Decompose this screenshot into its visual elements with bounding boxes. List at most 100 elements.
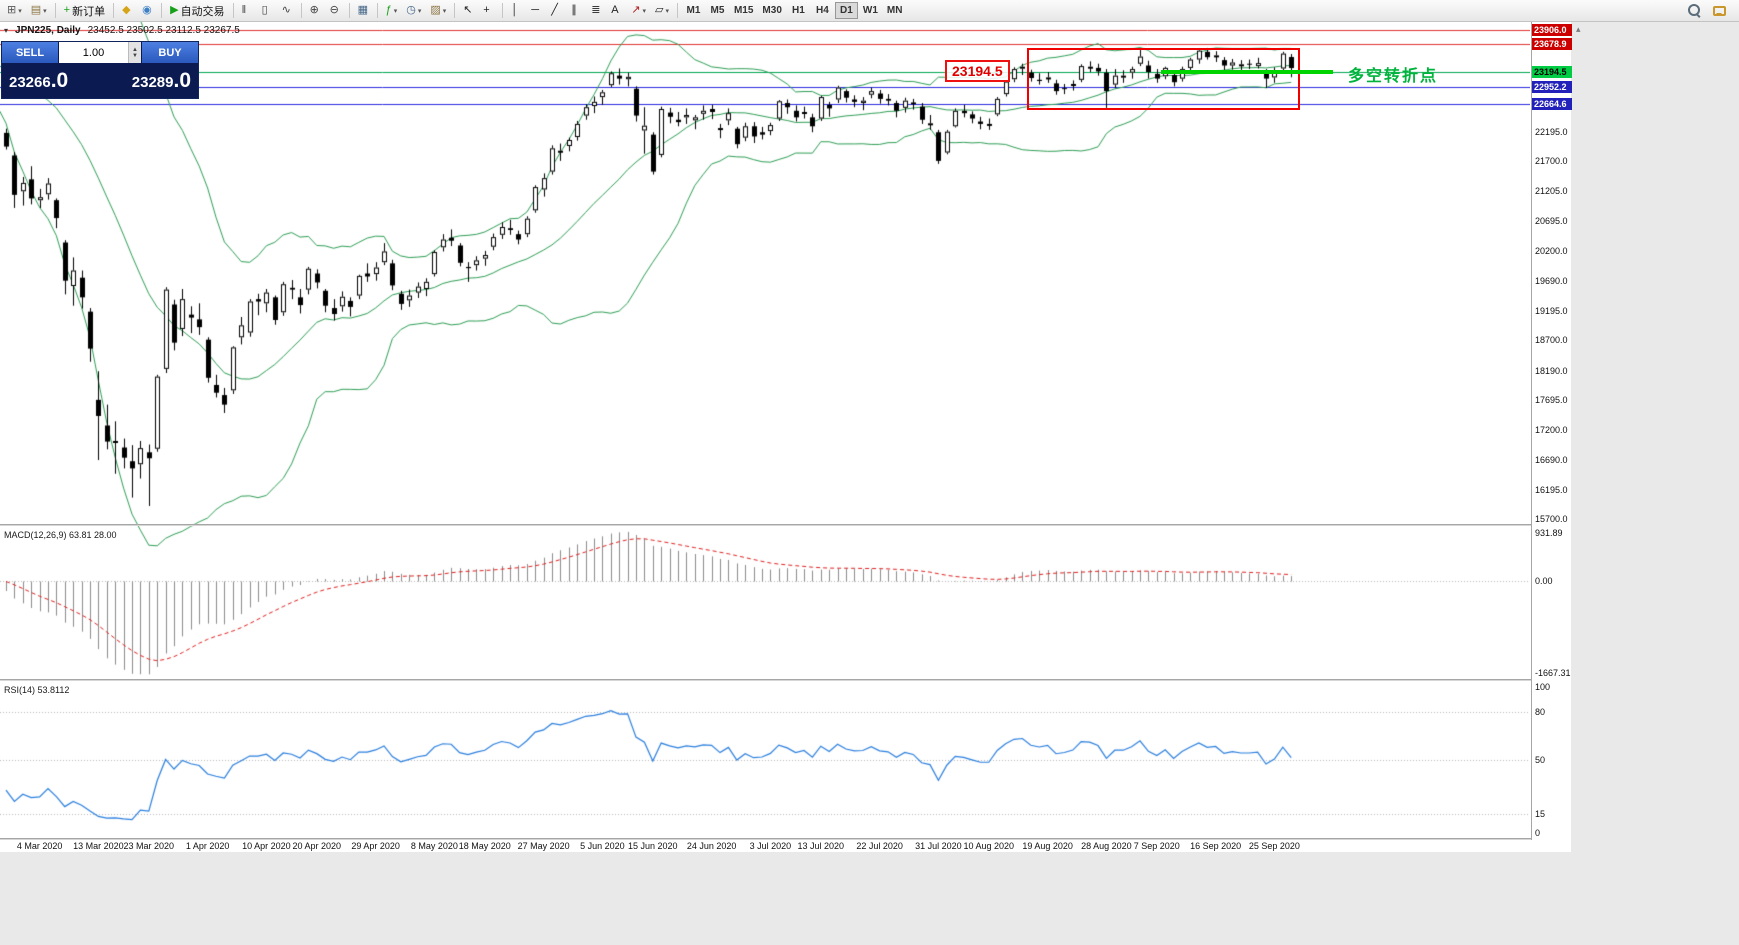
price-tag[interactable]: 22664.6 <box>1532 97 1572 110</box>
arrow-tools-icon-caret[interactable]: ▾ <box>642 7 646 15</box>
rsi-scale-max: 100 <box>1535 682 1551 692</box>
indicators-icon: ƒ <box>385 4 392 16</box>
periods-icon[interactable]: ◷ ▾ <box>402 1 425 20</box>
horizontal-line-icon[interactable]: ─ <box>527 1 546 20</box>
timeframe-m1-button[interactable]: M1 <box>682 2 705 19</box>
highlight-rectangle[interactable] <box>1026 47 1300 111</box>
line-chart-icon[interactable]: ∿ <box>278 1 297 20</box>
zoom-out-icon[interactable]: ⊖ <box>326 1 345 20</box>
bar-chart-icon[interactable]: ‖ <box>238 1 257 20</box>
vertical-line-icon[interactable]: │ <box>507 1 526 20</box>
date-axis-label: 7 Sep 2020 <box>1133 841 1180 851</box>
new-order-button[interactable]: + 新订单 <box>60 1 109 20</box>
zoom-in-icon[interactable]: ⊕ <box>306 1 325 20</box>
sell-button[interactable]: SELL <box>2 42 58 63</box>
lot-size-value[interactable]: 1.00 <box>82 46 105 59</box>
right-gutter <box>1572 22 1739 852</box>
price-axis-label: 20695.0 <box>1535 216 1568 227</box>
new-order-button: + <box>63 4 71 16</box>
cursor-icon[interactable]: ↖ <box>459 1 478 20</box>
autotrading-button[interactable]: ▶ 自动交易 <box>166 1 228 20</box>
toolbar-items: ⊞ ▾ ▤ ▾ + 新订单 ◆ ◉ ▶ 自动交易 ‖ ▯ ∿ ⊕ ⊖ ▦ ƒ ▾ ◷ ▾ ▨ ▾ ↖ + │ ─ ╱ ∥ ≣ A ↗ ▾ ▱ ▾ M… <box>3 0 906 21</box>
indicators-icon-caret[interactable]: ▾ <box>393 7 398 15</box>
crosshair-icon: + <box>483 4 490 16</box>
templates-icon[interactable]: ▨ ▾ <box>426 1 450 20</box>
price-axis-label: 21205.0 <box>1535 185 1568 196</box>
toolbar-separator <box>348 3 350 18</box>
toolbar-separator <box>232 3 234 18</box>
date-axis-label: 25 Sep 2020 <box>1248 841 1300 851</box>
timeframe-w1-button[interactable]: W1 <box>859 2 882 19</box>
lot-decrease-button[interactable]: ▼ <box>132 52 138 59</box>
date-axis-label: 13 Jul 2020 <box>797 841 845 851</box>
new-chart-icon-caret[interactable]: ▾ <box>18 7 22 15</box>
lot-spinner[interactable]: ▲ ▼ <box>128 42 141 63</box>
timeframe-m15-button[interactable]: M15 <box>730 2 757 19</box>
buy-price[interactable]: 23289 .0 <box>132 69 191 93</box>
panel-divider[interactable] <box>0 679 1571 681</box>
candlestick-chart-icon[interactable]: ▯ <box>258 1 277 20</box>
periods-icon: ◷ <box>406 4 416 16</box>
one-click-toggle-icon[interactable]: ▾ <box>4 26 9 35</box>
timeframe-m5-button[interactable]: M5 <box>706 2 729 19</box>
timeframe-d1-button[interactable]: D1 <box>834 2 858 19</box>
market-icon[interactable]: ◉ <box>138 1 157 20</box>
metaeditor-icon: ◆ <box>122 4 131 16</box>
lot-size-input[interactable]: 1.00 ▲ ▼ <box>58 42 142 63</box>
symbol-period-label: JPN225, Daily <box>15 25 81 36</box>
panel-divider[interactable] <box>0 838 1571 840</box>
sell-price-int: 23266 <box>9 73 51 91</box>
date-axis-label: 18 May 2020 <box>458 841 511 851</box>
panel-divider[interactable] <box>0 524 1571 526</box>
trendline-icon[interactable]: ╱ <box>547 1 566 20</box>
price-tag[interactable]: 23194.5 <box>1532 66 1572 79</box>
tile-windows-icon[interactable]: ▦ <box>354 1 373 20</box>
price-tag[interactable]: 23678.9 <box>1532 37 1572 50</box>
shapes-icon[interactable]: ▱ ▾ <box>651 1 673 20</box>
indicators-icon[interactable]: ƒ ▾ <box>382 1 402 20</box>
toolbar-separator <box>502 3 504 18</box>
channel-icon[interactable]: ∥ <box>567 1 586 20</box>
toolbar-separator <box>113 3 115 18</box>
chart-window: 22195.0 21700.0 21205.0 20695.0 20200.0 19690… <box>0 22 1572 852</box>
search-icon[interactable] <box>1688 4 1701 17</box>
macd-scale-zero: 0.00 <box>1535 575 1553 586</box>
new-chart-icon[interactable]: ⊞ ▾ <box>3 1 26 20</box>
toolbar-separator <box>376 3 378 18</box>
price-axis-label: 16195.0 <box>1535 484 1568 495</box>
timeframe-m30-button[interactable]: M30 <box>758 2 785 19</box>
sell-price-dec: .0 <box>50 68 69 92</box>
profiles-icon[interactable]: ▤ ▾ <box>27 1 51 20</box>
templates-icon-caret[interactable]: ▾ <box>442 7 447 15</box>
price-callout[interactable]: 23194.5 <box>945 60 1010 82</box>
periods-icon-caret[interactable]: ▾ <box>417 7 422 15</box>
metaeditor-icon[interactable]: ◆ <box>118 1 137 20</box>
profiles-icon: ▤ <box>30 4 42 16</box>
price-tag[interactable]: 22952.2 <box>1532 80 1572 93</box>
timeframe-h1-button[interactable]: H1 <box>787 2 810 19</box>
shapes-icon-caret[interactable]: ▾ <box>665 7 669 15</box>
price-axis-label: 18700.0 <box>1535 335 1568 346</box>
scroll-up-icon[interactable]: ▴ <box>1576 24 1581 34</box>
fibonacci-icon[interactable]: ≣ <box>587 1 606 20</box>
crosshair-icon[interactable]: + <box>479 1 498 20</box>
price-tag[interactable]: 23906.0 <box>1532 23 1572 36</box>
buy-button[interactable]: BUY <box>142 42 198 63</box>
price-axis-label: 21700.0 <box>1535 156 1568 167</box>
text-icon[interactable]: A <box>607 1 626 20</box>
date-axis[interactable]: 4 Mar 2020 13 Mar 2020 23 Mar 2020 1 Apr 20… <box>0 840 1571 852</box>
chat-icon[interactable] <box>1713 5 1726 16</box>
price-chart-canvas[interactable] <box>0 22 1530 840</box>
lot-increase-button[interactable]: ▲ <box>132 46 138 53</box>
ohlc-values: 23452.5 23502.5 23112.5 23267.5 <box>87 25 240 36</box>
fibonacci-icon: ≣ <box>591 4 601 16</box>
sell-price[interactable]: 23266 .0 <box>9 69 68 93</box>
timeframe-mn-button[interactable]: MN <box>883 2 907 19</box>
toolbar-right <box>1688 4 1736 17</box>
profiles-icon-caret[interactable]: ▾ <box>43 7 47 15</box>
support-line[interactable] <box>1161 70 1334 75</box>
timeframe-h4-button[interactable]: H4 <box>811 2 834 19</box>
horizontal-line-icon: ─ <box>531 4 540 16</box>
arrow-tools-icon[interactable]: ↗ ▾ <box>627 1 650 20</box>
price-axis[interactable]: 22195.0 21700.0 21205.0 20695.0 20200.0 19690… <box>1531 22 1572 840</box>
